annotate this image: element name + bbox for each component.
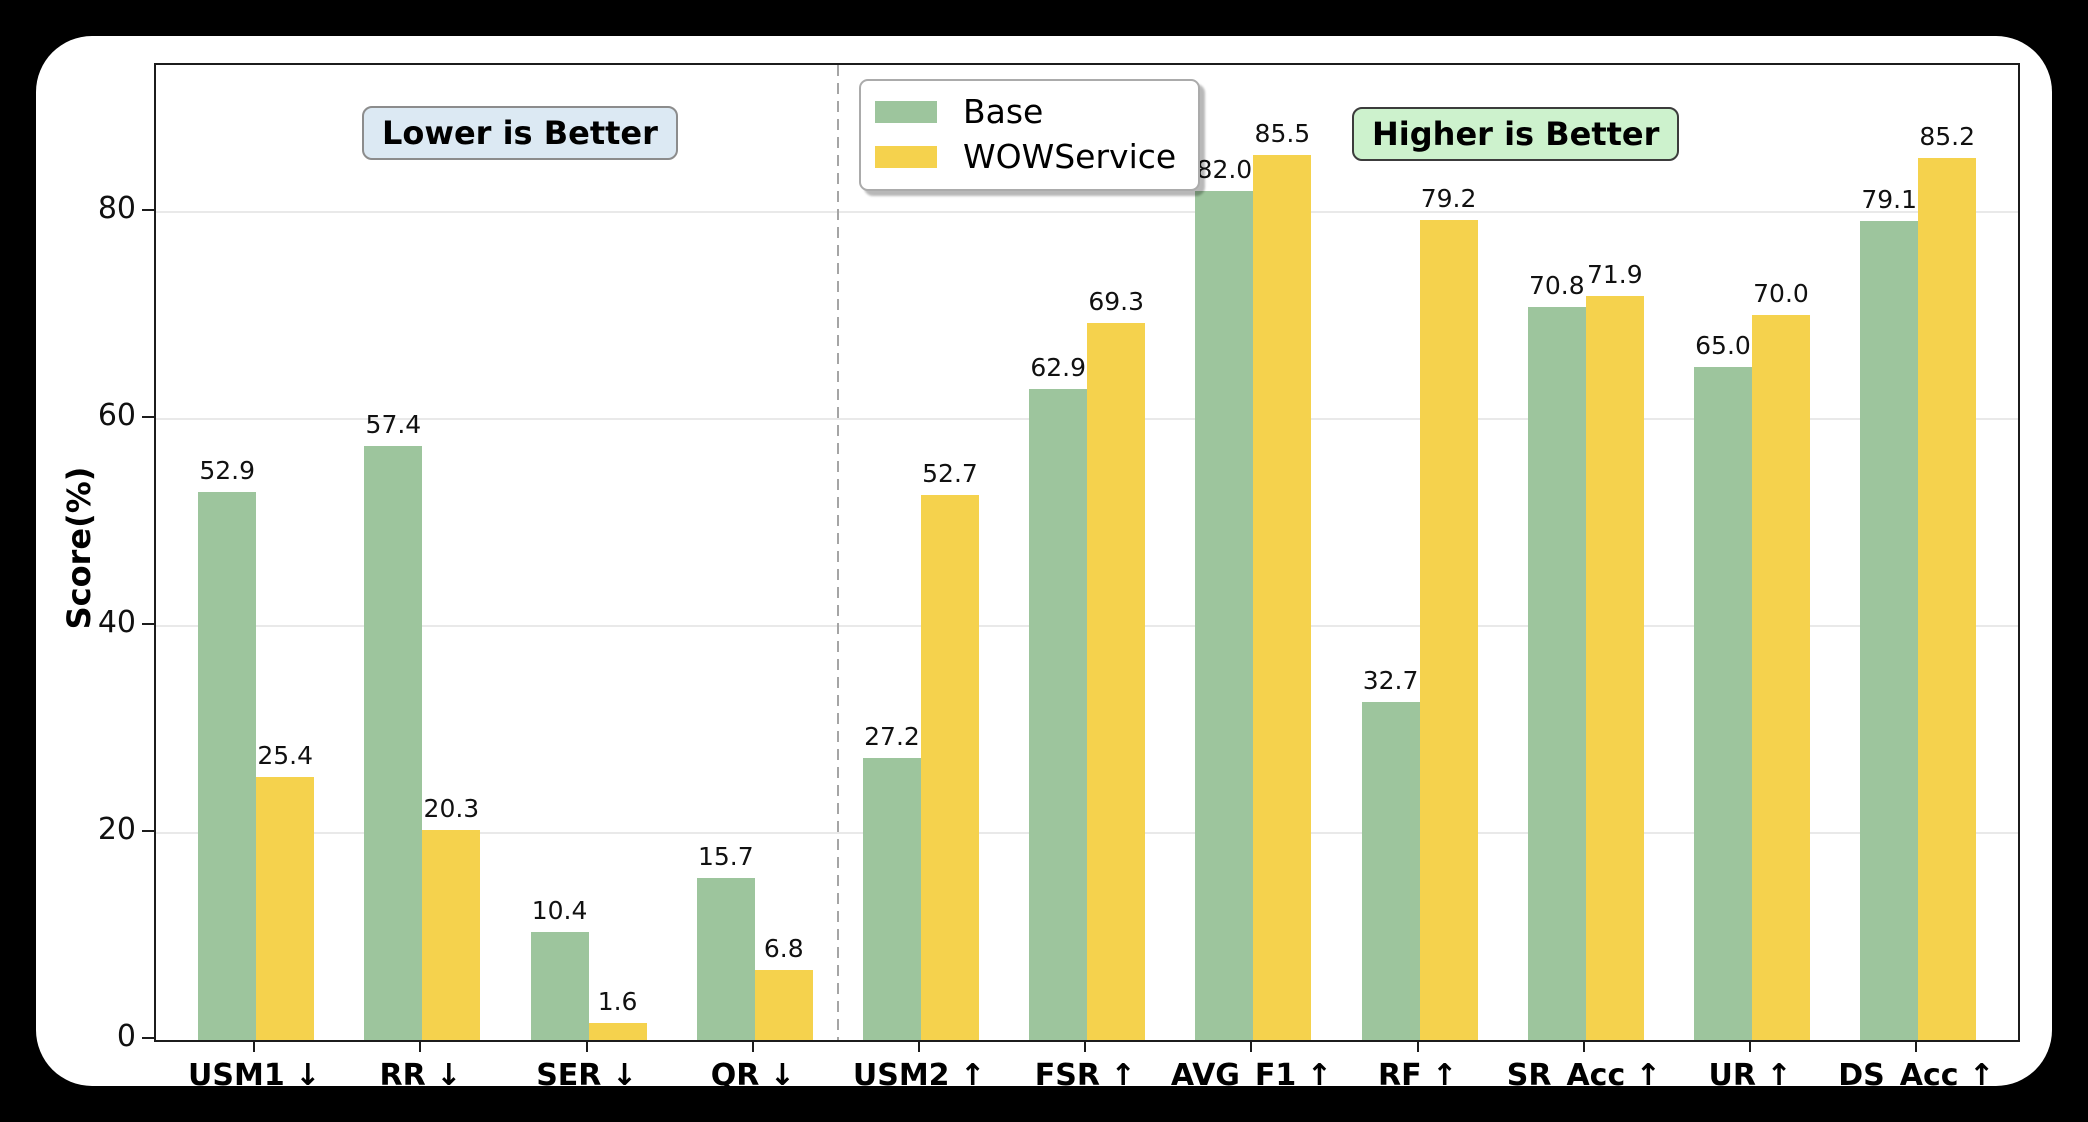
y-tick [142, 829, 156, 833]
y-tick [142, 415, 156, 419]
x-category-label: QR ↓ [710, 1058, 795, 1093]
bar-value-label: 69.3 [1088, 286, 1145, 316]
annotation-higher-is-better: Higher is Better [1352, 107, 1680, 161]
y-tick-label: 40 [97, 604, 136, 640]
y-tick-label: 0 [116, 1019, 136, 1054]
x-category-label: RR ↓ [379, 1058, 462, 1093]
bar-wowservice-8 [1419, 220, 1478, 1040]
bar-base-2 [364, 445, 423, 1040]
y-tick [142, 622, 156, 626]
x-category-label: USM2 ↑ [852, 1058, 986, 1093]
y-tick [142, 1036, 156, 1040]
bar-base-10 [1694, 367, 1752, 1040]
legend-row-base: Base [875, 92, 1176, 131]
bar-value-label: 79.1 [1861, 185, 1918, 215]
legend-swatch-wowservice [875, 146, 937, 169]
x-tick [917, 1040, 921, 1052]
bar-value-label: 6.8 [763, 933, 804, 963]
bar-value-label: 70.0 [1753, 279, 1809, 309]
bar-value-label: 20.3 [423, 793, 480, 823]
bar-value-label: 1.6 [597, 987, 638, 1017]
x-category-label: FSR ↑ [1034, 1058, 1136, 1093]
bar-base-4 [696, 877, 755, 1040]
bar-base-3 [530, 932, 589, 1040]
bar-wowservice-9 [1585, 295, 1644, 1040]
bar-value-label: 52.9 [199, 456, 256, 486]
x-tick [1915, 1040, 1918, 1052]
x-tick [419, 1040, 422, 1052]
legend-row-wowservice: WOWService [875, 137, 1177, 177]
bar-value-label: 65.0 [1695, 331, 1751, 361]
y-tick-label: 60 [97, 397, 136, 433]
bar-base-8 [1361, 701, 1420, 1040]
y-tick-label: 80 [97, 190, 136, 226]
plot-area: 52.9 25.4 57.4 20.3 10.4 1.6 15.7 6.8 27.2 52.7 62… [154, 63, 2020, 1042]
x-tick [751, 1040, 754, 1052]
gridline-80 [156, 211, 2018, 213]
bar-value-label: 32.7 [1362, 665, 1419, 695]
legend: Base WOWService [859, 79, 1201, 191]
bar-value-label: 85.5 [1254, 119, 1311, 149]
bar-wowservice-11 [1918, 158, 1977, 1040]
bar-base-6 [1029, 388, 1088, 1040]
bar-value-label: 71.9 [1586, 259, 1643, 289]
y-tick-label: 20 [97, 811, 136, 847]
bar-value-label: 27.2 [864, 722, 920, 752]
bar-value-label: 52.7 [922, 458, 978, 488]
group-divider [836, 65, 840, 1040]
bar-wowservice-6 [1087, 322, 1146, 1040]
bar-value-label: 79.2 [1420, 184, 1477, 214]
x-category-label: SR_Acc ↑ [1506, 1058, 1661, 1093]
bar-value-label: 70.8 [1528, 271, 1585, 301]
figure-card: Score(%) 52.9 25.4 57.4 20.3 10.4 1.6 15.7 6.8 2… [36, 36, 2052, 1093]
bar-value-label: 62.9 [1030, 352, 1087, 382]
bar-wowservice-1 [256, 777, 315, 1040]
bar-base-9 [1527, 307, 1586, 1040]
bar-value-label: 25.4 [257, 741, 314, 771]
x-category-label: DS_Acc ↑ [1838, 1058, 1995, 1093]
x-tick [1416, 1040, 1419, 1052]
bar-wowservice-7 [1253, 155, 1312, 1040]
bar-base-7 [1195, 191, 1254, 1040]
x-category-label: SER ↓ [536, 1058, 637, 1093]
x-category-label: RF ↑ [1378, 1058, 1458, 1093]
x-tick [585, 1040, 588, 1052]
bar-wowservice-4 [754, 969, 813, 1040]
bar-value-label: 15.7 [697, 841, 754, 871]
x-tick [1748, 1040, 1752, 1052]
bar-wowservice-10 [1752, 315, 1810, 1040]
bar-base-1 [198, 492, 257, 1040]
bar-value-label: 10.4 [531, 896, 588, 926]
bar-wowservice-5 [921, 494, 979, 1040]
x-category-label: UR ↑ [1708, 1058, 1792, 1093]
bar-base-11 [1860, 221, 1919, 1040]
bar-value-label: 82.0 [1196, 155, 1253, 185]
legend-label-base: Base [963, 92, 1044, 131]
bar-wowservice-3 [588, 1023, 647, 1040]
annotation-lower-is-better: Lower is Better [362, 106, 678, 160]
x-category-label: USM1 ↓ [188, 1058, 321, 1093]
bar-wowservice-2 [422, 829, 481, 1040]
x-tick [253, 1040, 256, 1052]
legend-label-wowservice: WOWService [963, 137, 1177, 177]
y-tick [142, 208, 156, 212]
bar-value-label: 85.2 [1919, 122, 1976, 152]
bar-value-label: 57.4 [365, 409, 422, 439]
legend-swatch-base [875, 101, 937, 124]
x-tick [1250, 1040, 1253, 1052]
x-tick [1084, 1040, 1087, 1052]
bar-base-5 [863, 758, 921, 1040]
x-tick [1582, 1040, 1585, 1052]
x-category-label: AVG_F1 ↑ [1170, 1058, 1332, 1093]
